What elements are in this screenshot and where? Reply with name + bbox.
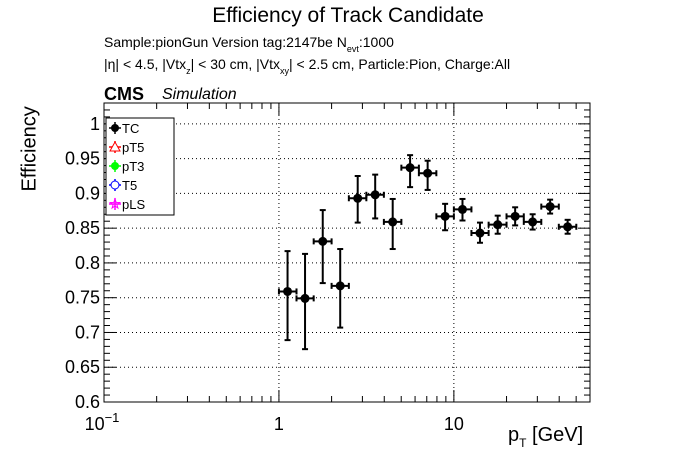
y-tick-label: 1 — [90, 114, 100, 134]
data-point — [435, 202, 455, 232]
x-tick-label: 10−1 — [85, 410, 120, 434]
data-point — [365, 173, 385, 220]
data-point — [470, 221, 490, 244]
x-tick-label: 10 — [444, 414, 464, 434]
data-point — [557, 218, 578, 235]
data-point — [277, 250, 298, 342]
data-point — [487, 214, 508, 235]
x-tick-label: 1 — [274, 414, 284, 434]
y-tick-label: 0.8 — [75, 253, 100, 273]
chart-subtitle-cuts: |η| < 4.5, |Vtxz| < 30 cm, |Vtxxy| < 2.5… — [104, 56, 511, 76]
legend-label: pT5 — [122, 140, 144, 155]
data-point — [522, 213, 543, 231]
data-point — [400, 154, 420, 189]
data-point — [540, 198, 560, 215]
legend-label: pLS — [122, 197, 145, 212]
y-tick-label: 0.6 — [75, 392, 100, 412]
data-point — [505, 206, 525, 227]
data-point — [295, 252, 315, 351]
y-tick-label: 0.9 — [75, 183, 100, 203]
data-point — [417, 159, 438, 191]
x-axis-label: pT [GeV] — [508, 424, 584, 450]
data-point — [312, 209, 333, 285]
plot-frame — [103, 102, 591, 403]
legend-item-pt5: pT5 — [109, 140, 144, 155]
legend-item-pls: pLS — [108, 197, 145, 212]
y-tick-label: 0.65 — [65, 357, 100, 377]
y-tick-label: 0.7 — [75, 322, 100, 342]
data-point — [330, 248, 350, 329]
data-point — [452, 197, 473, 222]
legend-item-t5: T5 — [109, 178, 137, 193]
data-point — [382, 197, 403, 251]
legend-item-pt3: pT3 — [109, 159, 144, 174]
simulation-label: Simulation — [162, 86, 237, 103]
legend-label: TC — [122, 121, 139, 136]
y-tick-label: 0.75 — [65, 288, 100, 308]
data-point — [347, 175, 368, 224]
legend-item-tc: TC — [109, 121, 139, 136]
legend-label: pT3 — [122, 159, 144, 174]
chart-subtitle-sample: Sample:pionGun Version tag:2147be Nevt:1… — [104, 34, 394, 54]
y-tick-label: 0.95 — [65, 149, 100, 169]
cms-label: CMS — [104, 84, 144, 104]
legend-label: T5 — [122, 178, 137, 193]
chart-title: Efficiency of Track Candidate — [212, 4, 484, 27]
y-tick-label: 0.85 — [65, 218, 100, 238]
